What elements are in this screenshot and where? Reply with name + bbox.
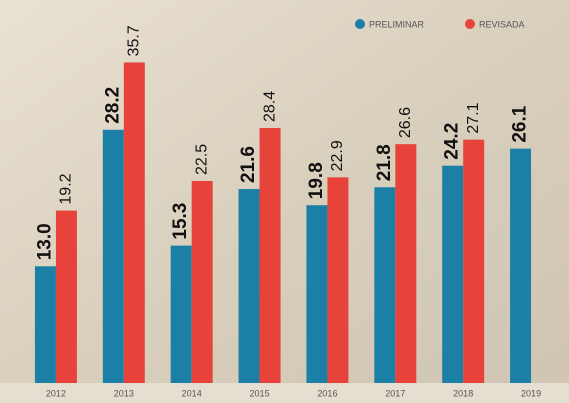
bar — [56, 211, 77, 383]
data-label: 19.8 — [306, 162, 327, 199]
data-label: 22.5 — [193, 144, 210, 175]
x-tick-label: 2015 — [250, 388, 270, 398]
legend-label: PRELIMINAR — [369, 19, 425, 29]
bar — [395, 144, 416, 383]
data-label: 28.4 — [261, 91, 278, 122]
bar — [171, 246, 192, 383]
data-label: 28.2 — [102, 87, 123, 124]
data-label: 13.0 — [34, 223, 55, 260]
data-label: 26.1 — [510, 105, 531, 142]
bar — [35, 266, 56, 383]
bar — [124, 62, 145, 383]
bar — [260, 128, 281, 383]
axis-strip — [0, 383, 569, 403]
data-label: 24.2 — [442, 123, 463, 160]
bar — [239, 189, 260, 383]
data-label: 22.9 — [329, 140, 346, 171]
data-label: 15.3 — [170, 203, 191, 240]
bar — [192, 181, 213, 383]
data-label: 27.1 — [465, 102, 482, 133]
data-label: 21.6 — [238, 146, 259, 183]
data-label: 21.8 — [374, 144, 395, 181]
bar — [510, 149, 531, 383]
x-tick-label: 2013 — [114, 388, 134, 398]
x-tick-label: 2017 — [385, 388, 405, 398]
x-tick-label: 2018 — [453, 388, 473, 398]
bar — [103, 130, 124, 383]
x-tick-label: 2014 — [182, 388, 202, 398]
chart: PRELIMINAR REVISADA 2012 13.0 19.2 2013 28.2 35… — [0, 0, 569, 403]
bar — [442, 166, 463, 383]
bar — [463, 140, 484, 383]
x-tick-label: 2019 — [521, 388, 541, 398]
data-label: 19.2 — [58, 173, 75, 204]
x-tick-label: 2012 — [46, 388, 66, 398]
bar — [306, 205, 327, 383]
legend-marker — [355, 19, 365, 29]
x-tick-label: 2016 — [317, 388, 337, 398]
bar — [374, 187, 395, 383]
legend-marker — [465, 19, 475, 29]
legend-label: REVISADA — [479, 19, 525, 29]
data-label: 35.7 — [126, 25, 143, 56]
data-label: 26.6 — [397, 107, 414, 138]
bar — [327, 177, 348, 383]
